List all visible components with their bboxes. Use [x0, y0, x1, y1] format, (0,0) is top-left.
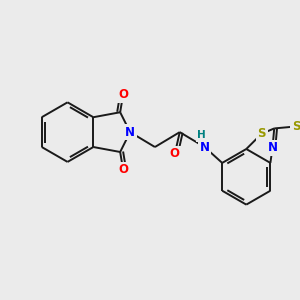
Text: N: N [125, 126, 135, 139]
Text: H: H [197, 130, 206, 140]
Text: O: O [118, 164, 128, 176]
Text: O: O [118, 88, 128, 101]
Text: N: N [200, 140, 210, 154]
Text: S: S [292, 120, 300, 133]
Text: S: S [257, 127, 266, 140]
Text: N: N [268, 141, 278, 154]
Text: O: O [170, 148, 180, 160]
